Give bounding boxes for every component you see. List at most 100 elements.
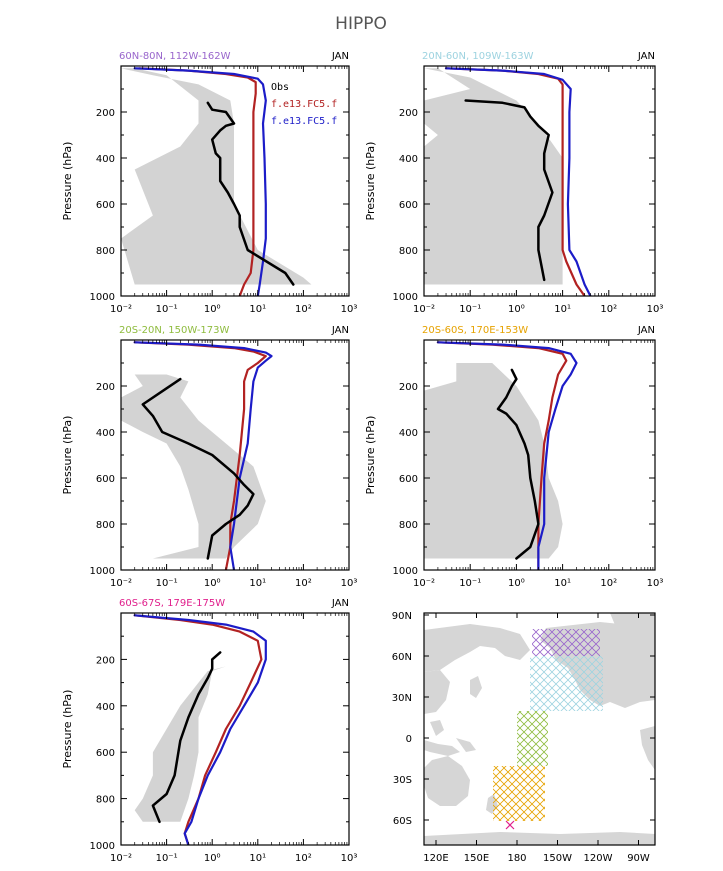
x-tick-label: 10⁰ xyxy=(204,578,221,589)
y-tick-label: 800 xyxy=(96,246,115,257)
x-tick-label: 10⁻¹ xyxy=(156,578,178,589)
y-tick-label: 400 xyxy=(96,154,115,165)
model-line-2 xyxy=(133,341,273,570)
x-tick-label: 10³ xyxy=(647,304,664,315)
region-20n-60n xyxy=(530,656,603,711)
profile-panel: 10⁻² 10⁻¹ 10⁰ 10¹ 10² 10³ 200 400 600 800 1000 Pres… xyxy=(61,51,357,315)
x-tick-label: 10⁻² xyxy=(110,578,132,589)
map-x-tick-label: 180 xyxy=(507,853,526,864)
y-tick-label: 800 xyxy=(96,520,115,531)
region-20s-60s xyxy=(493,766,545,821)
y-tick-label: 600 xyxy=(399,474,418,485)
obs-spread xyxy=(424,363,563,559)
panel-title: 20N-60N, 109W-163W xyxy=(422,51,534,62)
y-tick-label: 800 xyxy=(399,520,418,531)
obs-line xyxy=(496,368,540,560)
map-y-tick-label: 60N xyxy=(392,652,412,663)
region-20s-20n xyxy=(517,711,548,766)
x-tick-label: 10⁻¹ xyxy=(156,304,178,315)
x-tick-label: 10⁰ xyxy=(508,304,525,315)
y-tick-label: 1000 xyxy=(90,292,115,303)
panel-title: 20S-20N, 150W-173W xyxy=(119,325,230,336)
region-60n-80n xyxy=(532,629,600,656)
x-tick-label: 10³ xyxy=(341,853,358,864)
y-tick-label: 800 xyxy=(96,795,115,806)
x-tick-label: 10⁻² xyxy=(413,578,435,589)
y-tick-label: 200 xyxy=(399,108,418,119)
x-tick-label: 10¹ xyxy=(554,304,571,315)
map-x-tick-label: 90W xyxy=(627,853,650,864)
region-map: 120E 150E 180 150W 120W 90W 90N 60N 30N 0 30S 60S xyxy=(392,611,656,864)
x-tick-label: 10¹ xyxy=(554,578,571,589)
map-x-tick-label: 120E xyxy=(423,853,448,864)
x-tick-label: 10⁰ xyxy=(204,853,221,864)
obs-line xyxy=(206,101,295,286)
panel-month: JAN xyxy=(331,51,349,62)
x-tick-label: 10¹ xyxy=(249,578,266,589)
map-axes: 120E 150E 180 150W 120W 90W 90N 60N 30N 0 30S 60S xyxy=(392,611,655,864)
map-y-tick-label: 30S xyxy=(393,775,412,786)
y-axis-label: Pressure (hPa) xyxy=(364,142,377,221)
y-tick-label: 400 xyxy=(96,428,115,439)
x-tick-label: 10⁻¹ xyxy=(459,578,481,589)
plot-area xyxy=(424,67,592,296)
map-frame xyxy=(423,612,656,846)
y-tick-label: 200 xyxy=(96,108,115,119)
plot-area xyxy=(424,341,578,570)
x-tick-label: 10² xyxy=(600,304,617,315)
x-tick-label: 10⁰ xyxy=(508,578,525,589)
x-tick-label: 10³ xyxy=(341,304,358,315)
legend-entry: f.e13.FC5.f xyxy=(271,116,337,127)
panel-title: 60N-80N, 112W-162W xyxy=(119,51,231,62)
model-line-2 xyxy=(436,341,578,570)
y-tick-label: 1000 xyxy=(90,566,115,577)
panel-month: JAN xyxy=(637,325,655,336)
obs-line xyxy=(151,651,222,824)
y-tick-label: 1000 xyxy=(90,841,115,852)
x-tick-label: 10² xyxy=(600,578,617,589)
map-y-tick-label: 60S xyxy=(393,816,412,827)
x-tick-label: 10² xyxy=(295,304,312,315)
obs-spread xyxy=(424,68,563,285)
panel-month: JAN xyxy=(331,325,349,336)
y-tick-label: 800 xyxy=(399,246,418,257)
y-axis-label: Pressure (hPa) xyxy=(61,142,74,221)
y-tick-label: 400 xyxy=(399,154,418,165)
x-tick-label: 10⁰ xyxy=(204,304,221,315)
y-tick-label: 600 xyxy=(96,200,115,211)
y-axis-label: Pressure (hPa) xyxy=(61,690,74,769)
y-tick-label: 600 xyxy=(399,200,418,211)
obs-spread xyxy=(121,68,312,285)
panel-title: 20S-60S, 170E-153W xyxy=(422,325,528,336)
map-y-tick-label: 30N xyxy=(392,693,412,704)
x-tick-label: 10² xyxy=(295,578,312,589)
plot-area xyxy=(121,341,273,570)
x-tick-label: 10⁻² xyxy=(110,853,132,864)
profile-panel: 10⁻² 10⁻¹ 10⁰ 10¹ 10² 10³ 200 400 600 800 1000 Pres… xyxy=(61,598,357,864)
x-tick-label: 10³ xyxy=(647,578,664,589)
profile-panel: 10⁻² 10⁻¹ 10⁰ 10¹ 10² 10³ 200 400 600 800 1000 Pres… xyxy=(364,325,663,589)
model-line-2 xyxy=(133,67,267,296)
x-tick-label: 10⁻¹ xyxy=(459,304,481,315)
obs-line xyxy=(464,99,554,282)
x-tick-label: 10⁻² xyxy=(413,304,435,315)
y-tick-label: 1000 xyxy=(393,566,418,577)
obs-spread xyxy=(121,374,266,559)
y-tick-label: 200 xyxy=(399,382,418,393)
map-y-tick-label: 0 xyxy=(406,734,412,745)
y-axis-label: Pressure (hPa) xyxy=(364,416,377,495)
x-tick-label: 10² xyxy=(295,853,312,864)
panel-month: JAN xyxy=(637,51,655,62)
x-tick-label: 10⁻¹ xyxy=(156,853,178,864)
model-line-2 xyxy=(444,67,592,296)
plot-area xyxy=(121,67,312,296)
x-tick-label: 10¹ xyxy=(249,853,266,864)
x-tick-label: 10³ xyxy=(341,578,358,589)
map-y-tick-label: 90N xyxy=(392,611,412,622)
y-tick-label: 400 xyxy=(96,702,115,713)
legend-entry: f.e13.FC5.f xyxy=(271,99,337,110)
y-tick-label: 600 xyxy=(96,474,115,485)
map-x-tick-label: 150E xyxy=(464,853,489,864)
map-x-tick-label: 120W xyxy=(584,853,613,864)
